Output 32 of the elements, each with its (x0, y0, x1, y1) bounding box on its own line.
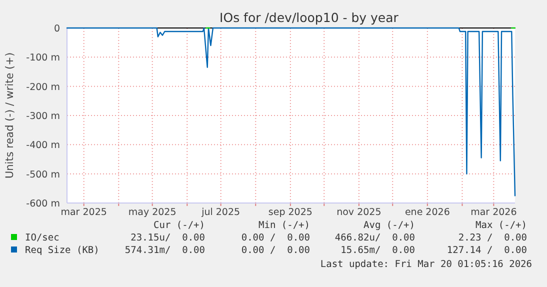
legend-label: IO/sec (25, 232, 60, 244)
y-tick-label: -600 m (26, 198, 60, 210)
x-tick-label: may 2025 (128, 207, 176, 218)
text: 2.23 / 0.00 (458, 232, 528, 244)
text: 15.65m/ 0.00 (340, 245, 416, 256)
x-tick-label: mar 2025 (60, 207, 107, 218)
x-tick-label: sep 2025 (268, 207, 312, 218)
text: Cur (-/+) (154, 220, 205, 231)
text: Min (-/+) (258, 220, 310, 231)
x-tick-label: ene 2026 (404, 207, 450, 218)
x-tick-label: mar 2026 (470, 207, 517, 218)
y-tick-label: -500 m (26, 169, 60, 180)
text: 23.15u/ 0.00 (130, 232, 206, 244)
x-tick-label: nov 2025 (336, 207, 382, 218)
y-tick-label: 0 (54, 24, 60, 34)
y-tick-label: -200 m (26, 82, 60, 93)
text: 127.14 / 0.00 (446, 245, 528, 256)
y-tick-label: -300 m (26, 111, 60, 122)
text: Avg (-/+) (364, 220, 415, 231)
text: Last update: Fri Mar 20 01:05:16 2026 (320, 259, 532, 270)
text: 466.82u/ 0.00 (334, 232, 416, 244)
y-axis-title: Units read (-) / write (+) (4, 52, 16, 179)
text: 0.00 / 0.00 (241, 245, 310, 256)
x-tick-label: jul 2025 (200, 207, 240, 218)
legend-label: Req Size (KB) (25, 245, 100, 256)
y-tick-label: -400 m (26, 140, 60, 152)
text: 574.31m/ 0.00 (124, 245, 206, 256)
y-tick-label: -100 m (26, 52, 60, 64)
text: Max (-/+) (476, 220, 527, 231)
line-series (66, 27, 516, 196)
chart-title: IOs for /dev/loop10 - by year (220, 10, 400, 25)
text: 0.00 / 0.00 (241, 232, 310, 244)
